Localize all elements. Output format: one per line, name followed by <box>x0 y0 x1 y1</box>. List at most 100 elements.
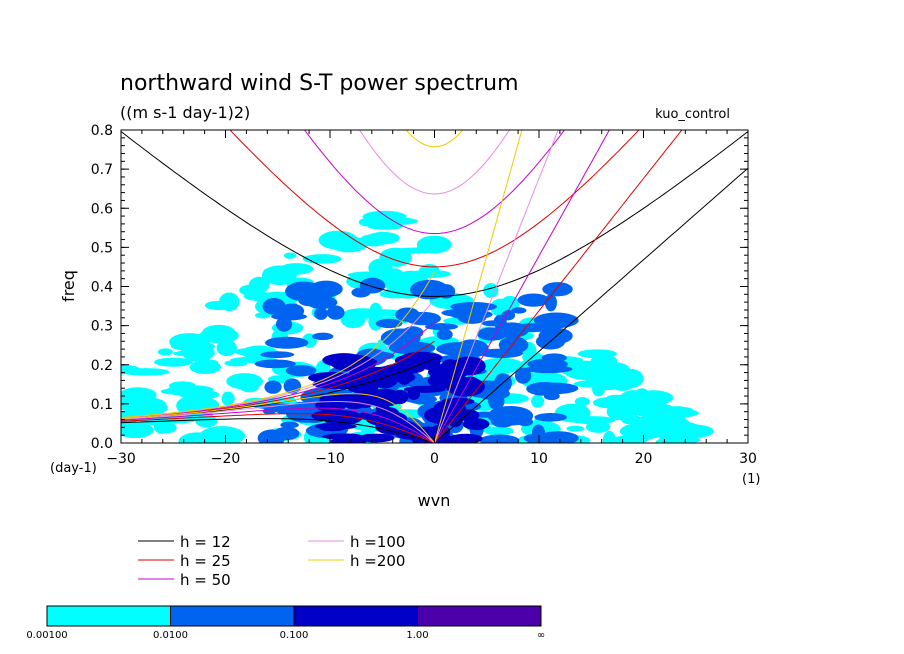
legend-label: h =200 <box>350 552 405 570</box>
spectrum-blob <box>488 392 505 410</box>
spectrum-blob <box>678 419 692 438</box>
spectrum-blob <box>285 281 323 302</box>
dispersion-curve <box>121 401 435 443</box>
spectrum-blob <box>448 433 483 443</box>
spectrum-blob <box>395 307 420 322</box>
spectrum-blob <box>481 320 504 327</box>
spectrum-blob <box>375 318 403 329</box>
spectrum-blob <box>402 326 424 339</box>
spectrum-blob <box>347 371 364 391</box>
colorbar-box <box>293 605 418 627</box>
spectrum-blob <box>436 329 453 340</box>
spectrum-blob <box>337 433 367 443</box>
spectrum-blob <box>202 359 219 367</box>
dispersion-curve <box>434 130 610 443</box>
y-tick-label: 0.8 <box>91 123 113 139</box>
axis-ticks: −30 −20 −10 0 10 20 30 0.0 0.1 0.2 0.3 0.4 0.5 0.6 0.7… <box>91 123 757 467</box>
spectrum-blob <box>178 432 218 443</box>
y-tick-label: 0.2 <box>91 358 113 374</box>
dispersion-curve <box>405 130 464 148</box>
colorbar-label: 0.0100 <box>153 630 188 641</box>
spectrum-blob <box>498 336 529 354</box>
spectrum-blob <box>379 289 411 299</box>
dispersion-curve <box>121 271 435 418</box>
spectrum-blob <box>239 381 259 393</box>
spectrum-blob <box>312 332 334 341</box>
spectrum-blob <box>479 357 524 374</box>
spectrum-blob <box>379 247 412 267</box>
colorbar-label: ∞ <box>537 630 545 641</box>
legend-label: h = 12 <box>180 533 231 551</box>
spectrum-blob <box>221 391 235 406</box>
x-tick-label: −30 <box>106 451 136 467</box>
spectrum-blob <box>381 363 425 375</box>
spectrum-shading <box>121 210 715 443</box>
spectrum-blob <box>531 394 545 408</box>
spectrum-blob <box>178 389 220 400</box>
spectrum-blob <box>255 312 271 319</box>
spectrum-blob <box>460 376 480 390</box>
dispersion-curve <box>121 413 435 443</box>
spectrum-blob <box>430 424 451 440</box>
colorbar-box <box>417 605 542 627</box>
y-axis-label: freq <box>59 270 78 302</box>
spectrum-blob <box>609 373 636 391</box>
spectrum-blob <box>357 433 395 443</box>
dispersion-curve <box>121 131 748 297</box>
spectrum-blob <box>634 393 653 403</box>
spectrum-blob <box>264 336 309 349</box>
spectrum-blob <box>329 236 368 253</box>
spectrum-blob <box>273 426 300 441</box>
spectrum-blob <box>264 380 282 394</box>
colorbar-label: 0.00100 <box>26 630 67 641</box>
spectrum-blob <box>199 327 239 344</box>
spectrum-blob <box>574 397 590 406</box>
dispersion-curve <box>121 407 435 443</box>
spectrum-blob <box>326 305 345 320</box>
spectrum-blob <box>169 333 211 351</box>
spectrum-blob <box>424 323 459 331</box>
spectrum-blob <box>280 421 299 429</box>
spectrum-blob <box>359 277 386 294</box>
spectrum-blob <box>487 406 534 426</box>
legend-label: h = 50 <box>180 571 231 589</box>
spectrum-blob <box>514 367 532 384</box>
dispersion-curve <box>121 418 435 443</box>
spectrum-blob <box>375 401 390 420</box>
spectrum-blob <box>512 323 553 333</box>
colorbar: 0.00100 0.0100 0.100 1.00 ∞ <box>26 605 545 641</box>
spectrum-blob <box>659 404 675 416</box>
spectrum-blob <box>283 378 302 394</box>
spectrum-blob <box>275 316 293 332</box>
spectrum-blob <box>317 422 348 432</box>
x-tick-label: −10 <box>315 451 345 467</box>
colorbar-box <box>46 605 171 627</box>
chart-title: northward wind S-T power spectrum <box>120 71 519 96</box>
x-tick-label: 20 <box>635 451 653 467</box>
spectrum-blob <box>479 434 520 443</box>
spectrum-blob <box>483 283 499 298</box>
spectrum-blob <box>523 433 548 443</box>
spectrum-blob <box>285 365 317 377</box>
spectrum-blob <box>527 358 568 370</box>
dispersion-curve <box>303 130 566 235</box>
spectrum-blob <box>153 357 193 367</box>
spectrum-blob <box>392 371 416 383</box>
x-unit-label: (1) <box>742 472 760 487</box>
x-axis-label: wvn <box>418 491 451 510</box>
dispersion-curve <box>434 167 748 443</box>
spectrum-blob <box>542 282 573 297</box>
x-tick-label: 0 <box>430 451 439 467</box>
y-tick-label: 0.5 <box>91 240 113 256</box>
dispersion-curve <box>359 130 511 195</box>
spectrum-blob <box>544 385 559 393</box>
y-tick-label: 0.7 <box>91 162 113 178</box>
spectrum-blob <box>340 310 366 329</box>
spectrum-blob <box>592 381 606 397</box>
x-tick-label: 10 <box>530 451 548 467</box>
y-tick-label: 0.4 <box>91 280 113 296</box>
spectrum-blob <box>383 268 406 289</box>
spectrum-blob <box>602 430 616 443</box>
x-tick-label: 30 <box>739 451 757 467</box>
